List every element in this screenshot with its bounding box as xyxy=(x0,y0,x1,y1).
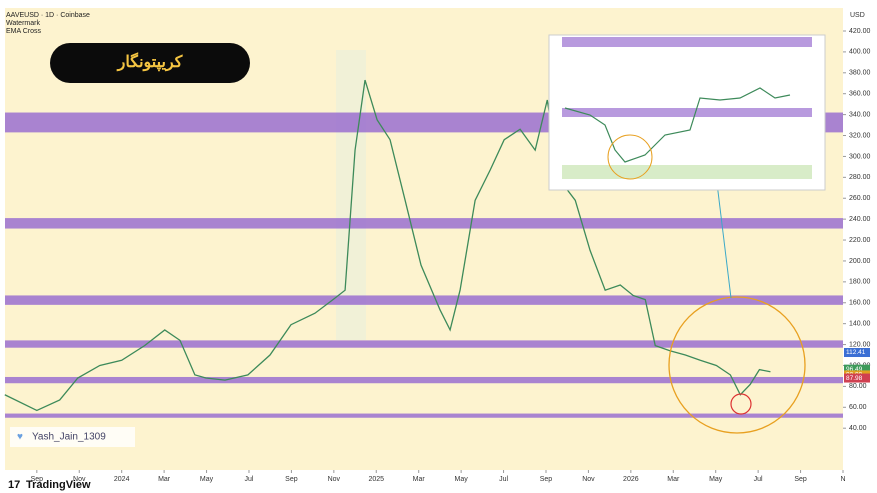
x-tick-label: N xyxy=(840,476,845,483)
brand: کریپتونگار xyxy=(117,52,183,72)
y-tick-label: 140.00 xyxy=(849,321,871,328)
inset-zone xyxy=(562,165,812,179)
subtitle: Watermark xyxy=(6,20,40,27)
watermark: Yash_Jain_1309 xyxy=(32,432,106,443)
indicator: EMA Cross xyxy=(6,28,42,35)
x-tick-label: Mar xyxy=(413,476,426,483)
arrow xyxy=(715,174,732,299)
highlight-region xyxy=(336,50,366,340)
x-tick-label: 2024 xyxy=(114,476,130,483)
y-tick-label: 120.00 xyxy=(849,341,871,348)
y-tick-label: 240.00 xyxy=(849,216,871,223)
x-tick-label: Mar xyxy=(158,476,171,483)
x-tick-label: Sep xyxy=(540,476,553,483)
y-tick-label: 260.00 xyxy=(849,195,871,202)
chart-title: AAVEUSD · 1D · Coinbase xyxy=(6,12,90,19)
inset-price xyxy=(564,87,791,163)
y-tick-label: 160.00 xyxy=(849,300,871,307)
y-tick-label: 320.00 xyxy=(849,132,871,139)
price-tag xyxy=(844,373,870,383)
x-tick-label: Mar xyxy=(667,476,680,483)
zone xyxy=(5,376,843,384)
brand-pill xyxy=(50,43,250,83)
price-line xyxy=(4,79,771,412)
footer: TradingView xyxy=(26,479,91,491)
y-tick-label: 180.00 xyxy=(849,279,871,286)
focus-circle xyxy=(668,296,806,434)
zone xyxy=(5,340,843,348)
y-tick-label: 280.00 xyxy=(849,174,871,181)
y-tick-label: 360.00 xyxy=(849,91,871,98)
x-tick-label: Sep xyxy=(285,476,298,483)
x-tick-label: 2026 xyxy=(623,476,639,483)
currency: USD xyxy=(850,12,865,19)
x-tick-label: 2025 xyxy=(368,476,384,483)
inset-circle xyxy=(607,134,653,180)
inset-zone xyxy=(562,108,812,117)
x-tick-label: Sep xyxy=(794,476,807,483)
zone xyxy=(5,413,843,418)
price-tag-label: 96.49 xyxy=(846,366,863,373)
inset xyxy=(548,34,826,191)
x-tick-label: May xyxy=(200,476,214,483)
price-tag-label: 112.41 xyxy=(846,349,866,356)
x-tick-label: Jul xyxy=(244,476,253,483)
heart: ♥ xyxy=(17,432,23,443)
zone xyxy=(5,218,843,229)
x-tick-label: Jul xyxy=(754,476,763,483)
x-tick-label: Nov xyxy=(328,476,341,483)
y-tick-label: 300.00 xyxy=(849,153,871,160)
inset-zone xyxy=(562,37,812,47)
y-tick-label: 40.00 xyxy=(849,425,867,432)
price-tag xyxy=(844,348,870,358)
low-circle xyxy=(730,393,752,415)
price-tag xyxy=(844,364,870,374)
x-tick-label: Jul xyxy=(499,476,508,483)
x-tick-label: Sep xyxy=(31,476,44,483)
y-tick-label: 380.00 xyxy=(849,70,871,77)
y-tick-label: 60.00 xyxy=(849,404,867,411)
y-tick-label: 80.00 xyxy=(849,383,867,390)
tv-logo: 17 xyxy=(8,479,20,491)
y-tick-label: 400.00 xyxy=(849,49,871,56)
y-tick-label: 200.00 xyxy=(849,258,871,265)
y-tick-label: 340.00 xyxy=(849,111,871,118)
x-tick-label: May xyxy=(455,476,469,483)
zone xyxy=(5,295,843,305)
x-tick-label: Nov xyxy=(73,476,86,483)
watermark-box xyxy=(10,427,135,447)
y-tick-label: 420.00 xyxy=(849,28,871,35)
x-tick-label: May xyxy=(709,476,723,483)
y-tick-label: 220.00 xyxy=(849,237,871,244)
price-tag-label: 87.98 xyxy=(846,375,863,382)
x-tick-label: Nov xyxy=(582,476,595,483)
